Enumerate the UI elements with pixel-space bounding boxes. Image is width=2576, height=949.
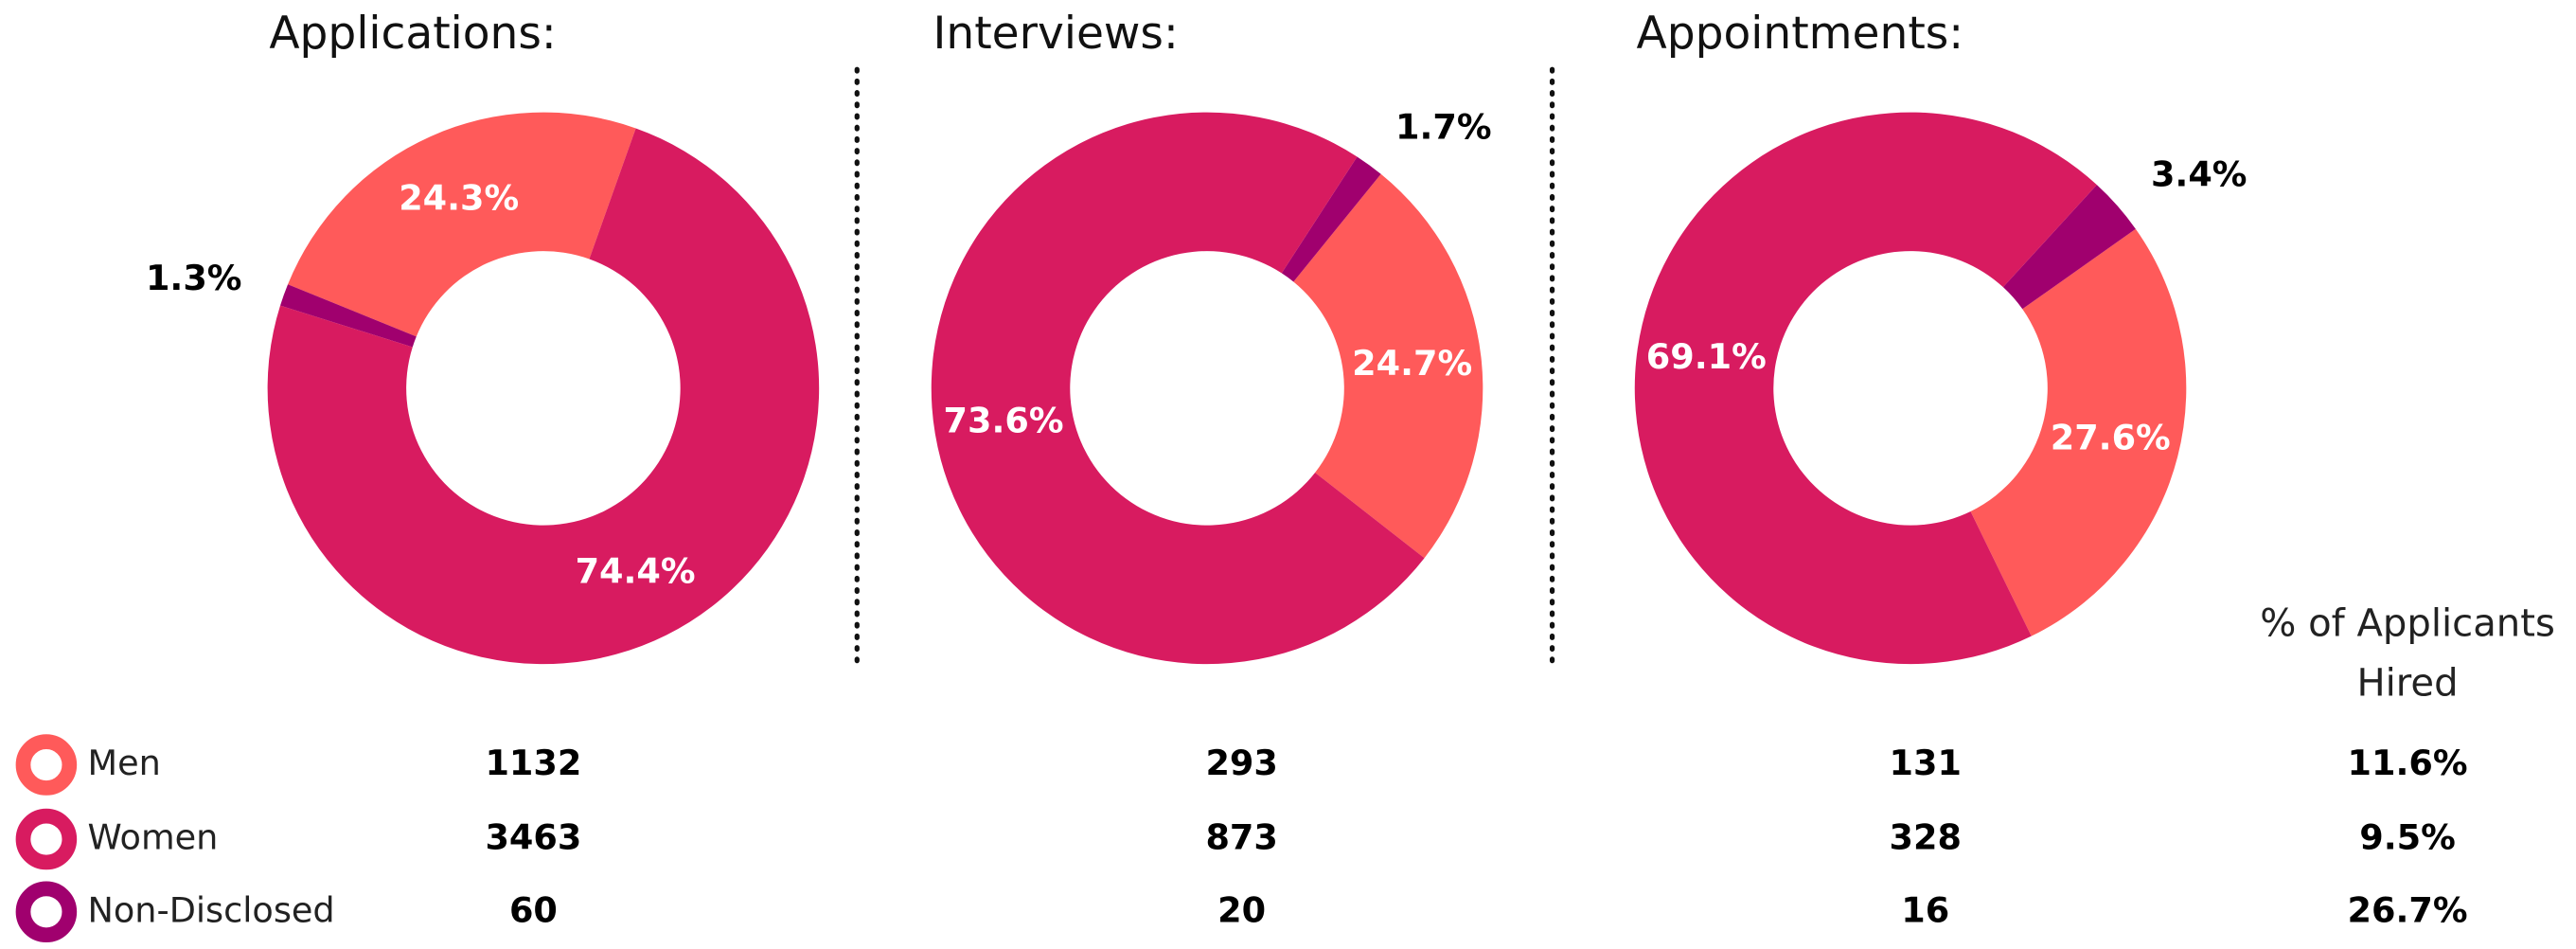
pie-slice xyxy=(280,284,417,348)
table-cell: 16 xyxy=(1901,889,1949,930)
slice-label: 74.4% xyxy=(576,551,696,592)
pie-slice xyxy=(1634,112,2097,665)
table-header: % of Applicants Hired xyxy=(2260,602,2555,706)
slice-label: 73.6% xyxy=(944,400,1064,440)
table-cell: 873 xyxy=(1205,817,1277,858)
pie-slice xyxy=(1281,156,1381,282)
pie-slice xyxy=(267,128,820,665)
table-cell: 1132 xyxy=(485,743,581,783)
table-cell: 20 xyxy=(1217,889,1266,930)
slice-label: 3.4% xyxy=(2151,154,2247,195)
table-cell: 131 xyxy=(1890,743,1962,783)
pie-slice xyxy=(1293,173,1483,559)
pie-slice xyxy=(1970,228,2187,636)
table-cell: 328 xyxy=(1890,817,1962,858)
pie-slice xyxy=(2002,185,2136,310)
slice-label: 1.3% xyxy=(146,258,242,298)
legend-marker xyxy=(15,881,78,943)
slice-label: 69.1% xyxy=(1646,336,1767,377)
legend-label: Men xyxy=(88,743,161,783)
slice-label: 24.7% xyxy=(1352,343,1472,384)
table-cell: 60 xyxy=(509,889,558,930)
slice-label: 27.6% xyxy=(2051,417,2171,457)
table-cell: 11.6% xyxy=(2348,743,2468,783)
pie-slice xyxy=(931,112,1425,665)
slice-label: 24.3% xyxy=(399,177,519,218)
slice-label: 1.7% xyxy=(1395,107,1492,148)
table-cell: 26.7% xyxy=(2348,889,2468,930)
table-cell: 293 xyxy=(1205,743,1277,783)
legend-label: Women xyxy=(88,817,219,858)
chart-title: Appointments: xyxy=(1637,8,1964,60)
legend: Men Women Non-Disclosed xyxy=(15,734,335,943)
legend-label: Non-Disclosed xyxy=(88,889,335,930)
table-cell: 3463 xyxy=(485,817,581,858)
table-cell: 9.5% xyxy=(2359,817,2456,858)
table-header-text: % of Applicants Hired xyxy=(2260,602,2555,706)
legend-marker xyxy=(15,808,78,870)
legend-marker xyxy=(15,734,78,796)
pie-slice xyxy=(288,112,636,337)
chart-title: Interviews: xyxy=(933,8,1179,60)
chart-title: Applications: xyxy=(269,8,556,60)
